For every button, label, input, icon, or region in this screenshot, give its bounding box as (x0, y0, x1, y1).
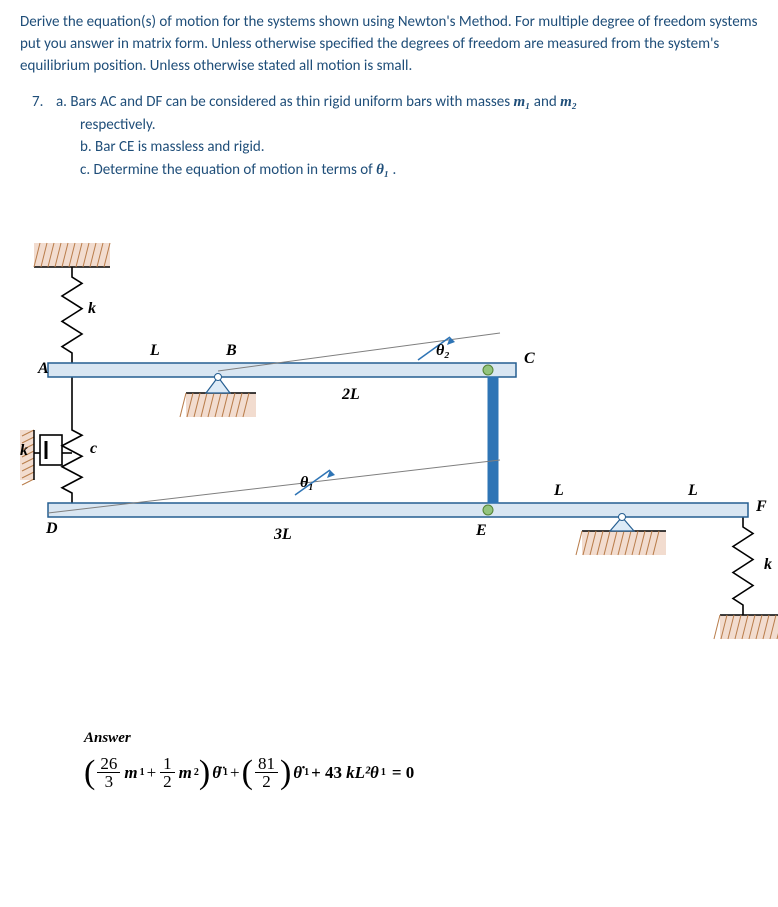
problem-number: 7. (32, 91, 43, 114)
part-c-pre: c. Determine the equation of motion in t… (80, 161, 376, 179)
plus3: + 43 (311, 763, 342, 783)
m1: m (124, 763, 137, 783)
ddot: θ̈ (212, 763, 221, 783)
s1: 1 (140, 767, 145, 778)
svg-text:θ₂: θ₂ (436, 342, 450, 359)
part-b: b. Bar CE is massless and rigid. (56, 136, 758, 159)
svg-text:k: k (20, 442, 28, 459)
svg-text:k: k (764, 556, 772, 573)
d1s: 1 (304, 767, 309, 778)
plus2: + (230, 763, 240, 783)
m2: m (179, 763, 192, 783)
svg-text:B: B (225, 342, 237, 359)
part-a-post: respectively. (56, 114, 758, 137)
svg-text:L: L (687, 482, 698, 499)
svg-text:L: L (553, 482, 564, 499)
svg-text:C: C (524, 350, 535, 367)
svg-text:L: L (149, 342, 160, 359)
m1-sym: m₁ (513, 94, 530, 110)
answer-block: Answer ( 263 m1 + 12 m2 ) θ̈1 + ( 812 ) … (84, 730, 416, 790)
kL2: kL²θ (346, 763, 379, 783)
f2n: 1 (160, 755, 175, 773)
dds: 1 (223, 767, 228, 778)
theta1-sym: θ₁ (376, 162, 389, 178)
f2d: 2 (160, 773, 175, 790)
svg-text:F: F (755, 498, 767, 515)
f1n: 26 (97, 755, 120, 773)
answer-title: Answer (84, 730, 416, 747)
lparen1: ( (84, 759, 95, 786)
f3d: 2 (259, 773, 274, 790)
equation: ( 263 m1 + 12 m2 ) θ̈1 + ( 812 ) θ̇1 + 4… (84, 755, 416, 790)
dot: θ̇ (293, 763, 302, 783)
svg-text:A: A (37, 360, 49, 377)
part-c-post: . (389, 161, 396, 179)
svg-text:3L: 3L (273, 526, 292, 543)
m2-sym: m₂ (560, 94, 577, 110)
intro-text: Derive the equation(s) of motion for the… (20, 12, 758, 77)
f3n: 81 (255, 755, 278, 773)
eq0: = 0 (392, 763, 414, 783)
svg-text:c: c (90, 440, 97, 457)
kL2s: 1 (381, 767, 386, 778)
svg-text:k: k (88, 300, 96, 317)
part-a-pre: a. Bars AC and DF can be considered as t… (56, 93, 513, 111)
rparen2: ) (280, 759, 291, 786)
diagram-svg: A B C D E F L 2L 3L L Lk k k c θ₁ θ₂ (20, 195, 778, 645)
svg-text:2L: 2L (341, 386, 360, 403)
rparen1: ) (199, 759, 210, 786)
f1d: 3 (102, 773, 117, 790)
and: and (530, 93, 560, 111)
problem-statement: 7. a. Bars AC and DF can be considered a… (20, 91, 758, 181)
plus1: + (147, 763, 157, 783)
lparen2: ( (242, 759, 253, 786)
svg-text:θ₁: θ₁ (300, 474, 314, 491)
svg-text:D: D (45, 520, 58, 537)
diagram: ABCDEFL2L3LLLkkkcθ₁θ₂ (20, 195, 760, 635)
svg-text:E: E (475, 522, 487, 539)
